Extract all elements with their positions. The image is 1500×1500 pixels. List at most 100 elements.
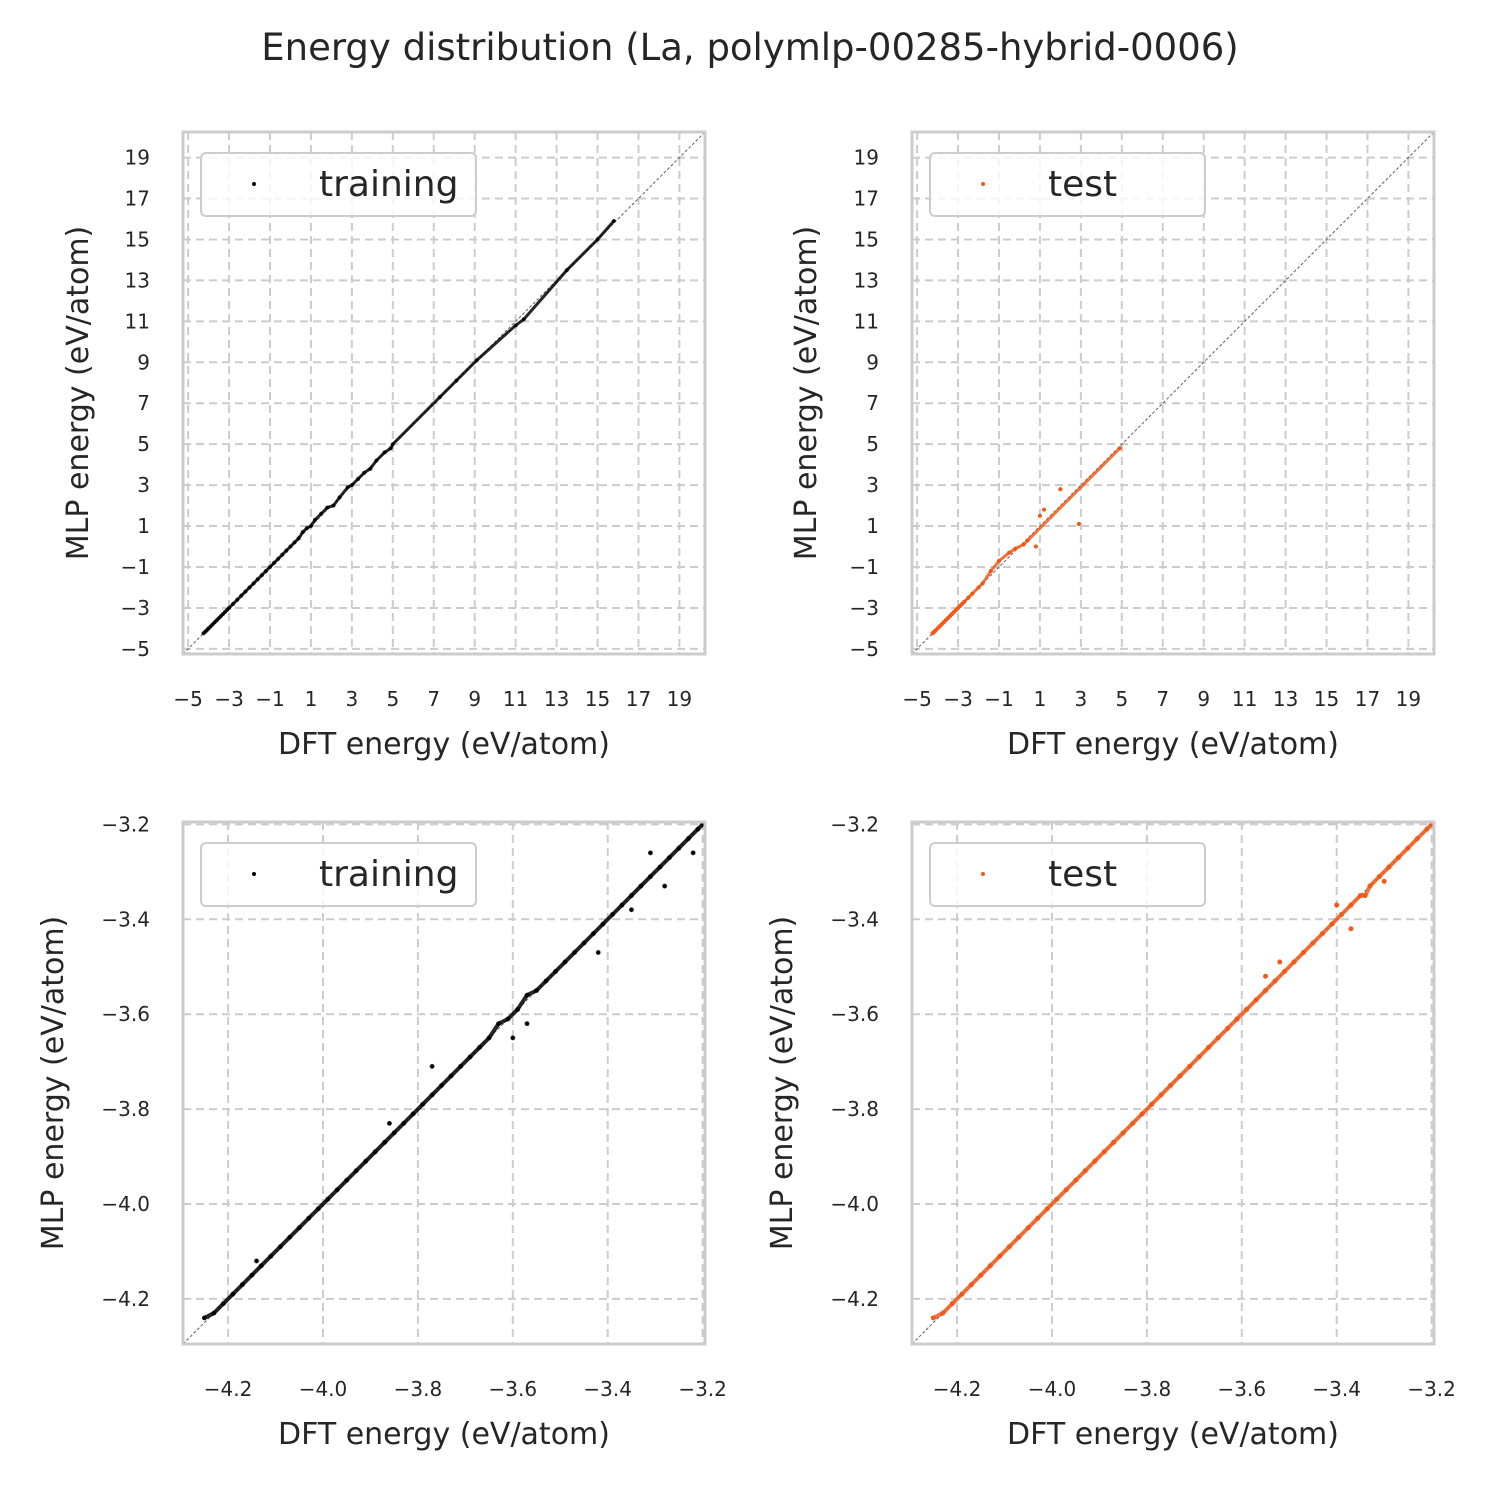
legend: training [200,152,477,217]
x-tick-label: 3 [346,687,359,711]
y-tick-label: 17 [125,187,150,211]
x-tick-label: 13 [1273,687,1298,711]
diagonal-reference-line [911,131,1435,655]
y-tick-label: −3.8 [101,1097,150,1121]
legend-label: training [319,854,458,895]
data-point [690,850,696,856]
y-tick-label: −4.0 [830,1192,879,1216]
y-tick-label: −1 [121,555,150,579]
y-tick-label: −3.8 [830,1097,879,1121]
y-tick-label: 9 [137,350,150,374]
legend-label: test [1048,164,1117,205]
legend-label: training [319,164,458,205]
dense-point-band [202,822,705,1320]
axes-frame [910,820,1436,1346]
y-tick-label: −4.2 [101,1287,150,1311]
y-tick-label: −3.2 [830,812,879,836]
x-tick-label: 1 [1034,687,1047,711]
y-axis-label: MLP energy (eV/atom) [765,916,800,1251]
dense-point-band [931,822,1434,1320]
y-tick-label: −3.2 [101,812,150,836]
x-tick-label: −1 [255,687,284,711]
y-tick-label: 7 [137,391,150,415]
data-point [595,949,601,955]
x-tick-label: −4.0 [1028,1377,1077,1401]
y-tick-label: 7 [866,391,879,415]
legend: test [929,842,1206,907]
legend-box [929,152,1206,217]
x-tick-label: −5 [902,687,931,711]
data-point [1041,507,1047,512]
x-tick-label: 15 [585,687,610,711]
x-axis-label: DFT energy (eV/atom) [278,727,610,762]
axes-frame [910,130,1436,656]
x-tick-label: 11 [503,687,528,711]
x-axis-label: DFT energy (eV/atom) [278,1417,610,1452]
y-tick-label: 13 [125,268,150,292]
y-tick-label: 15 [125,227,150,251]
y-tick-label: −3.4 [101,907,150,931]
x-tick-label: −3 [943,687,972,711]
legend-label: test [1048,854,1117,895]
x-tick-label: −3.6 [489,1377,538,1401]
legend-box [929,842,1206,907]
x-tick-label: −3.6 [1218,1377,1267,1401]
legend-marker [981,872,985,876]
x-tick-label: −4.0 [299,1377,348,1401]
x-axis-label: DFT energy (eV/atom) [1007,727,1339,762]
x-tick-label: 1 [305,687,318,711]
data-point [647,850,653,856]
y-axis-label: MLP energy (eV/atom) [789,226,824,561]
dense-point-band [931,446,1122,635]
x-tick-label: −4.2 [933,1377,982,1401]
x-tick-label: 17 [626,687,651,711]
x-tick-label: 5 [386,687,399,711]
x-tick-label: 19 [667,687,692,711]
y-tick-label: 11 [854,309,879,333]
x-tick-label: 19 [1396,687,1421,711]
data-point [1058,487,1063,492]
x-axis-label: DFT energy (eV/atom) [1007,1417,1339,1452]
data-point [662,883,668,889]
x-tick-label: 11 [1232,687,1257,711]
x-tick-label: −3.8 [1123,1377,1172,1401]
data-point [524,1021,530,1027]
diagonal-reference-line [182,131,706,655]
legend-marker [252,182,256,186]
figure-title: Energy distribution (La, polymlp-00285-h… [261,26,1238,69]
legend-box [200,842,477,907]
legend-marker [252,872,256,876]
y-tick-label: −5 [850,637,879,661]
y-tick-label: 13 [854,268,879,292]
data-point [1033,544,1038,549]
y-tick-label: 3 [137,473,150,497]
axes-frame [181,820,707,1346]
x-tick-label: −5 [173,687,202,711]
y-tick-label: 15 [854,227,879,251]
y-tick-label: −3 [850,596,879,620]
data-point [1037,513,1043,518]
y-tick-label: −3 [121,596,150,620]
y-tick-label: 19 [125,146,150,170]
y-tick-label: −3.4 [830,907,879,931]
x-tick-label: −3.8 [394,1377,443,1401]
data-point [1277,959,1283,965]
x-tick-label: 7 [1156,687,1169,711]
data-point [429,1063,435,1069]
data-point [1381,878,1387,884]
x-tick-label: −3.4 [583,1377,632,1401]
y-tick-label: −5 [121,637,150,661]
data-point [1263,973,1269,979]
legend: training [200,842,477,907]
y-tick-label: 9 [866,350,879,374]
panel-bottom-left: −4.2 −4.0 −3.8 −3.6 −3.4 −3.2 −4.2 −4.0 −3.8 −3.6… [36,812,727,1452]
y-tick-label: 3 [866,473,879,497]
data-point [628,907,634,913]
data-point [1076,521,1081,527]
x-tick-label: 9 [1197,687,1210,711]
x-tick-label: 13 [544,687,569,711]
x-tick-label: −3.4 [1312,1377,1361,1401]
y-tick-label: 17 [854,187,879,211]
panel-top-right: −5 −3 −1 1 3 5 7 9 11 13 15 17 19−5−3−11357911131517… [789,130,1436,762]
